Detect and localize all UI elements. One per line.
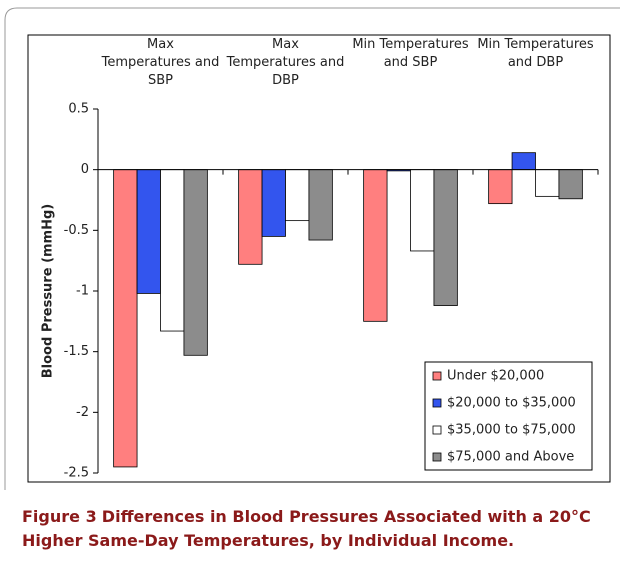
plot-frame — [27, 34, 611, 483]
legend-label: $35,000 to $75,000 — [447, 423, 576, 438]
category-label: Max Temperatures and DBP — [226, 37, 345, 88]
legend-label: $20,000 to $35,000 — [447, 396, 576, 411]
legend-label: Under $20,000 — [447, 369, 544, 384]
y-tick-label: -1.5 — [64, 344, 89, 359]
bar — [488, 169, 513, 205]
category-label: Min Temperatures and DBP — [477, 37, 594, 70]
bar — [183, 169, 208, 356]
y-axis-label: Blood Pressure (mmHg) — [41, 204, 56, 378]
bar — [433, 169, 458, 306]
y-tick-label: -1 — [76, 284, 89, 299]
bar — [160, 169, 185, 332]
bar — [261, 169, 286, 237]
bar — [285, 169, 310, 222]
category-label: Min Temperatures and SBP — [352, 37, 469, 70]
bar — [511, 152, 536, 171]
y-tick-label: 0 — [81, 162, 89, 177]
caption-text: Differences in Blood Pressures Associate… — [22, 507, 591, 550]
category-label: Max Temperatures and SBP — [101, 37, 220, 88]
y-tick-label: 0.5 — [68, 102, 89, 117]
bar — [410, 169, 435, 252]
caption-label: Figure 3 — [22, 507, 97, 526]
y-tick-label: -0.5 — [64, 223, 89, 238]
bar — [363, 169, 388, 322]
legend-swatch — [432, 425, 442, 435]
bar — [308, 169, 333, 241]
bar — [535, 169, 560, 197]
caption: Figure 3 Differences in Blood Pressures … — [22, 505, 612, 553]
legend-frame — [424, 361, 593, 471]
legend-swatch — [432, 452, 442, 462]
legend-swatch — [432, 398, 442, 408]
bar — [136, 169, 161, 294]
legend-label: $75,000 and Above — [447, 450, 574, 465]
bar — [238, 169, 263, 265]
y-tick-label: -2.5 — [64, 466, 89, 481]
bar — [113, 169, 138, 468]
y-tick-label: -2 — [76, 405, 89, 420]
figure-frame — [4, 7, 620, 490]
bar — [558, 169, 583, 200]
legend-swatch — [432, 371, 442, 381]
